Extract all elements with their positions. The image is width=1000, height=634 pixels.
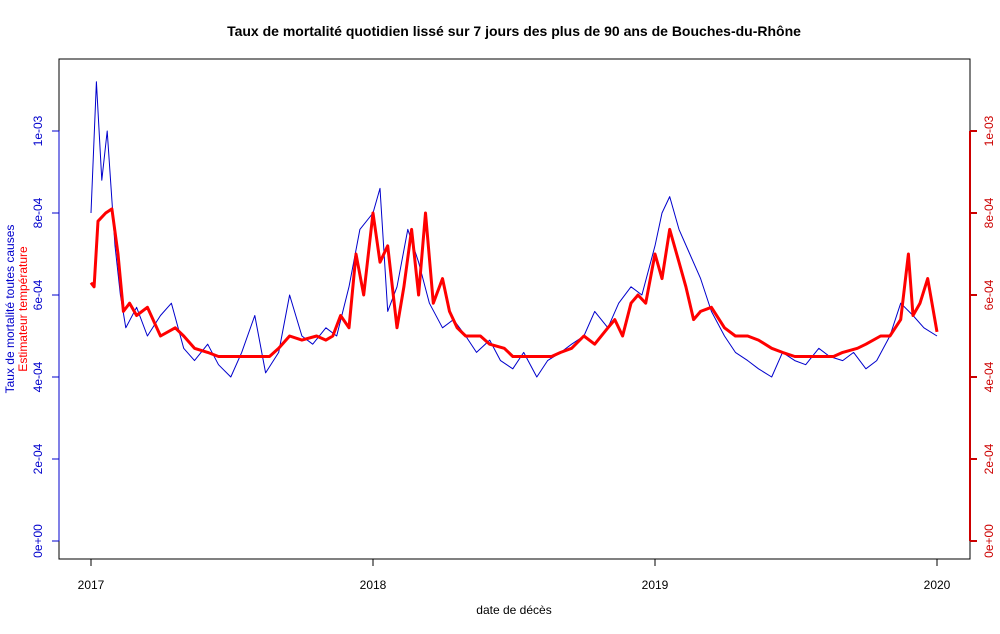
y-right-tick-label: 6e-04 — [982, 279, 996, 310]
y-right-tick-label: 8e-04 — [982, 197, 996, 228]
y-left-tick-label: 0e+00 — [31, 524, 45, 558]
y-left-tick-label: 8e-04 — [31, 197, 45, 228]
temperature-series-line — [89, 207, 939, 358]
x-tick-label: 2017 — [78, 578, 105, 592]
y-axis-label-temperature: Estimateur température — [16, 246, 30, 372]
plot-box — [58, 58, 971, 560]
x-tick-label: 2020 — [924, 578, 951, 592]
y-right-tick-label: 4e-04 — [982, 361, 996, 392]
series-layer — [89, 81, 939, 378]
x-axis: 2017 2018 2019 2020 — [78, 558, 951, 592]
chart-title: Taux de mortalité quotidien lissé sur 7 … — [227, 23, 801, 39]
y-left-tick-label: 2e-04 — [31, 443, 45, 474]
y-right-tick-label: 0e+00 — [982, 524, 996, 558]
mortality-series-line — [90, 81, 938, 378]
y-right-tick-label: 2e-04 — [982, 443, 996, 474]
y-axis-left: 0e+00 2e-04 4e-04 6e-04 8e-04 1e-03 — [31, 115, 60, 558]
x-tick-label: 2019 — [642, 578, 669, 592]
x-axis-label: date de décès — [476, 603, 551, 617]
y-axis-right: 0e+00 2e-04 4e-04 6e-04 8e-04 1e-03 — [969, 115, 996, 558]
y-left-tick-label: 6e-04 — [31, 279, 45, 310]
y-left-tick-label: 1e-03 — [31, 115, 45, 146]
y-axis-label-mortality: Taux de mortalité toutes causes — [3, 225, 17, 394]
x-tick-label: 2018 — [360, 578, 387, 592]
y-right-tick-label: 1e-03 — [982, 115, 996, 146]
y-left-tick-label: 4e-04 — [31, 361, 45, 392]
